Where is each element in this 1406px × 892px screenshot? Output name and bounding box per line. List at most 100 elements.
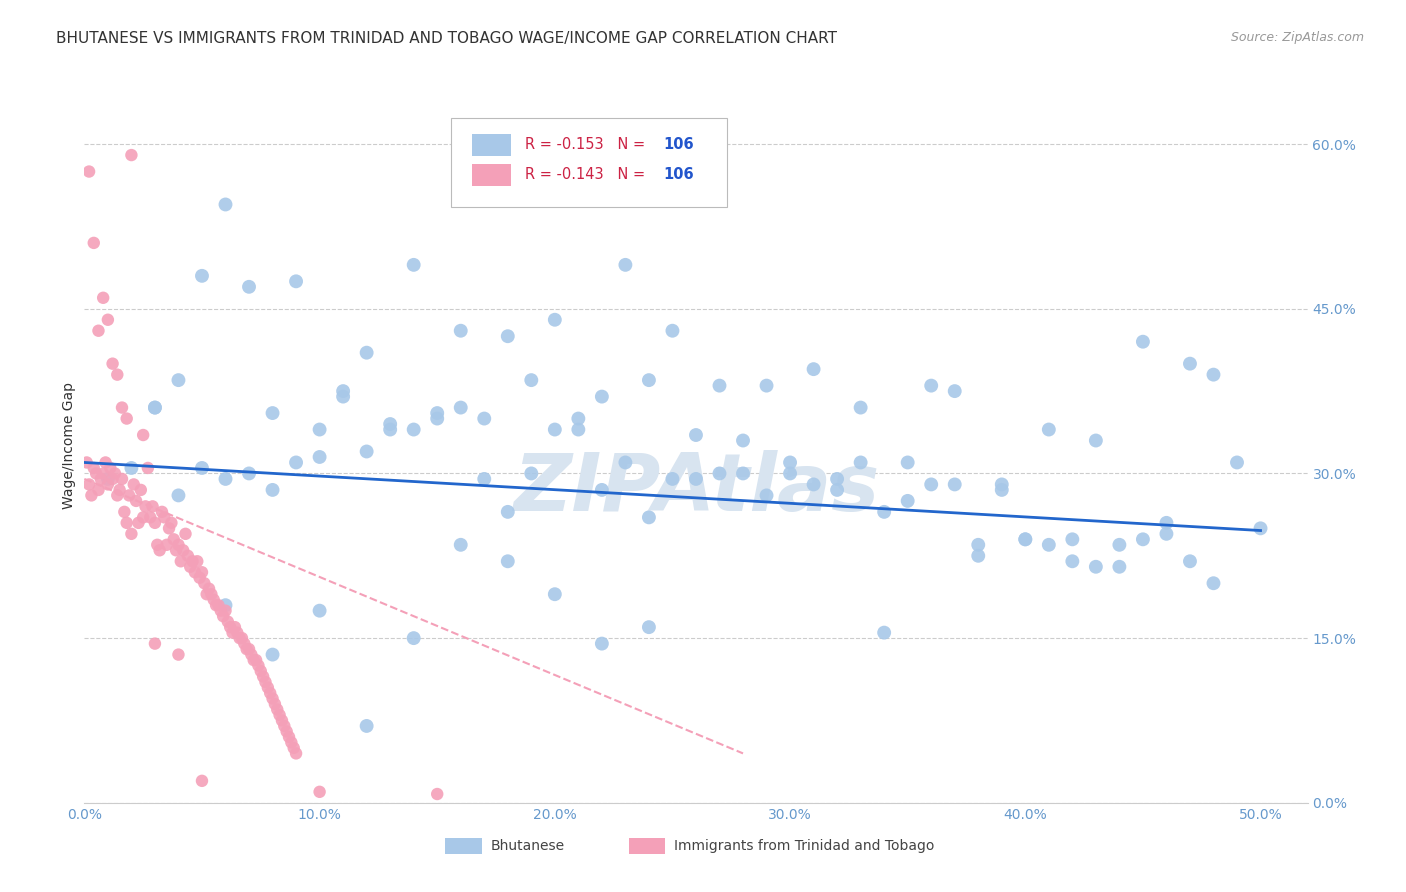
Point	[262, 483, 284, 497]
Point	[97, 312, 120, 326]
Point	[332, 384, 354, 398]
Point	[172, 543, 194, 558]
Point	[496, 505, 519, 519]
Point	[163, 533, 186, 547]
Point	[1108, 559, 1130, 574]
Point	[1202, 576, 1225, 591]
Point	[897, 494, 920, 508]
Point	[1062, 533, 1084, 547]
Point	[127, 516, 149, 530]
Point	[214, 197, 236, 211]
Point	[591, 483, 613, 497]
Point	[207, 598, 229, 612]
Point	[143, 516, 166, 530]
Point	[380, 423, 402, 437]
Point	[193, 576, 215, 591]
Point	[450, 401, 472, 415]
Point	[90, 472, 112, 486]
Point	[111, 401, 134, 415]
Point	[98, 461, 121, 475]
Point	[104, 467, 127, 481]
Point	[262, 691, 284, 706]
Text: 106: 106	[664, 137, 693, 153]
Point	[165, 543, 187, 558]
Point	[167, 648, 190, 662]
Point	[638, 510, 661, 524]
Point	[105, 368, 128, 382]
Text: Source: ZipAtlas.com: Source: ZipAtlas.com	[1230, 31, 1364, 45]
Point	[825, 472, 848, 486]
Point	[143, 637, 166, 651]
Point	[356, 444, 378, 458]
Point	[1178, 554, 1201, 568]
Point	[174, 526, 197, 541]
Point	[235, 642, 257, 657]
Point	[87, 324, 110, 338]
Point	[195, 587, 218, 601]
Point	[125, 494, 148, 508]
Point	[191, 773, 214, 788]
Point	[1156, 526, 1178, 541]
Point	[685, 472, 707, 486]
Point	[731, 467, 754, 481]
Point	[803, 362, 825, 376]
Point	[614, 455, 637, 469]
Point	[1108, 538, 1130, 552]
Point	[212, 609, 235, 624]
Point	[803, 477, 825, 491]
Point	[1178, 357, 1201, 371]
Point	[259, 686, 281, 700]
Point	[755, 488, 778, 502]
Point	[1132, 334, 1154, 349]
Point	[266, 702, 288, 716]
Point	[1226, 455, 1249, 469]
Point	[591, 637, 613, 651]
Point	[283, 740, 305, 755]
Point	[181, 554, 204, 568]
Point	[77, 164, 100, 178]
Point	[825, 483, 848, 497]
Point	[83, 461, 105, 475]
FancyBboxPatch shape	[451, 118, 727, 207]
Point	[920, 477, 942, 491]
Point	[209, 604, 232, 618]
Point	[184, 566, 207, 580]
Point	[276, 724, 298, 739]
Text: R = -0.153   N =: R = -0.153 N =	[524, 137, 650, 153]
Point	[308, 423, 330, 437]
Point	[167, 373, 190, 387]
Point	[179, 559, 201, 574]
Point	[285, 747, 308, 761]
Point	[849, 401, 872, 415]
Point	[249, 664, 271, 678]
Point	[269, 708, 291, 723]
Point	[105, 488, 128, 502]
Text: 106: 106	[664, 168, 693, 182]
Point	[1014, 533, 1036, 547]
Point	[143, 401, 166, 415]
Point	[544, 312, 567, 326]
Point	[153, 510, 176, 524]
Text: BHUTANESE VS IMMIGRANTS FROM TRINIDAD AND TOBAGO WAGE/INCOME GAP CORRELATION CHA: BHUTANESE VS IMMIGRANTS FROM TRINIDAD AN…	[56, 31, 837, 46]
Point	[685, 428, 707, 442]
Point	[170, 554, 193, 568]
Point	[214, 598, 236, 612]
Point	[157, 521, 180, 535]
Point	[240, 648, 263, 662]
Point	[254, 675, 277, 690]
Point	[1062, 554, 1084, 568]
Point	[214, 472, 236, 486]
Point	[167, 488, 190, 502]
Text: Immigrants from Trinidad and Tobago: Immigrants from Trinidad and Tobago	[673, 839, 935, 854]
Point	[224, 620, 246, 634]
Point	[709, 467, 731, 481]
Point	[1250, 521, 1272, 535]
FancyBboxPatch shape	[472, 164, 512, 186]
Point	[146, 538, 169, 552]
Point	[332, 390, 354, 404]
Point	[614, 258, 637, 272]
Point	[120, 461, 142, 475]
Point	[402, 631, 425, 645]
Point	[472, 472, 495, 486]
Y-axis label: Wage/Income Gap: Wage/Income Gap	[62, 383, 76, 509]
